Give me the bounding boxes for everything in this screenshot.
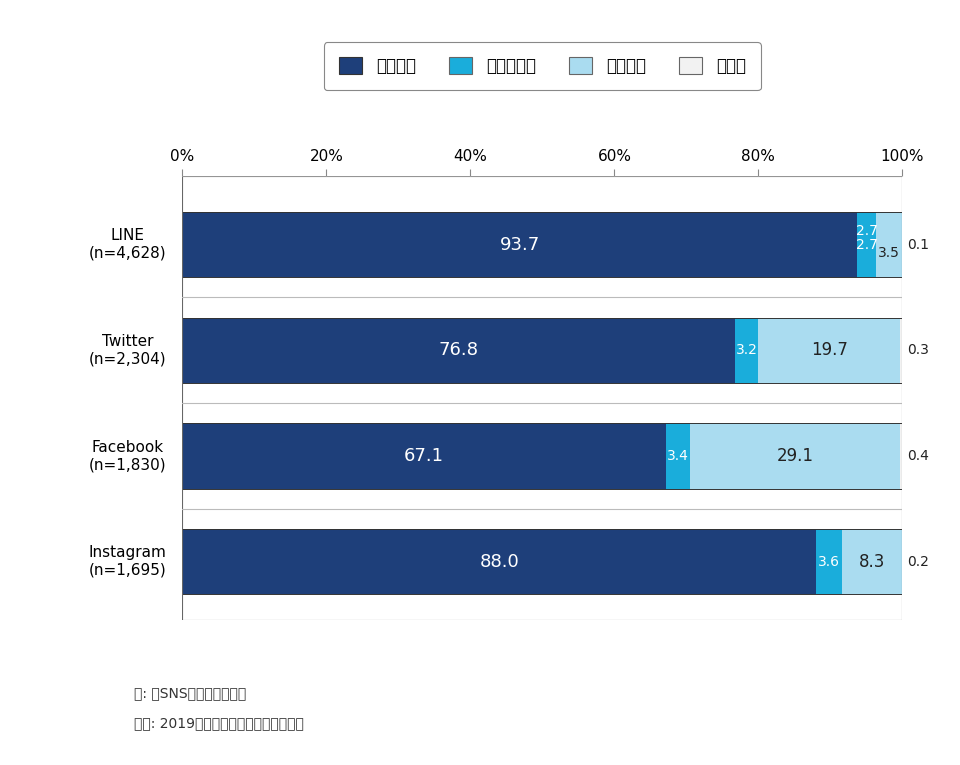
Bar [665,423,690,489]
Bar [182,212,857,278]
Text: 2.7: 2.7 [855,224,877,238]
Bar [816,529,842,594]
Bar [182,529,816,594]
Text: 0.3: 0.3 [906,343,928,357]
Text: 0.4: 0.4 [906,449,928,463]
Bar [182,212,902,278]
Text: 2.7: 2.7 [855,238,877,252]
Text: 93.7: 93.7 [499,236,540,254]
Text: 88.0: 88.0 [479,552,519,571]
Text: 0.2: 0.2 [906,555,928,568]
Bar [182,317,902,383]
Bar [182,529,902,594]
Text: 3.4: 3.4 [667,449,688,463]
Bar [900,317,902,383]
Bar [758,317,900,383]
Text: 3.5: 3.5 [878,246,900,260]
Bar [182,317,735,383]
Bar [901,529,903,594]
Text: 76.8: 76.8 [439,341,479,360]
Bar [735,317,758,383]
Text: 19.7: 19.7 [811,341,848,360]
Bar [900,423,902,489]
Text: 29.1: 29.1 [777,447,813,465]
Bar [182,423,665,489]
Legend: ケータイ, タブレット, パソコン, その他: ケータイ, タブレット, パソコン, その他 [324,42,760,90]
Bar [690,423,900,489]
Text: 0.1: 0.1 [906,238,928,252]
Bar [876,212,901,278]
Text: 注: 各SNS利用者が回答。: 注: 各SNS利用者が回答。 [134,686,247,700]
Bar [842,529,901,594]
Bar [182,423,902,489]
Text: 8.3: 8.3 [858,552,885,571]
Text: 3.2: 3.2 [736,343,757,357]
Text: 67.1: 67.1 [404,447,444,465]
Text: 出所: 2019年一般向けモバイル動向調査: 出所: 2019年一般向けモバイル動向調査 [134,717,304,731]
Bar [857,212,876,278]
Text: 3.6: 3.6 [818,555,840,568]
